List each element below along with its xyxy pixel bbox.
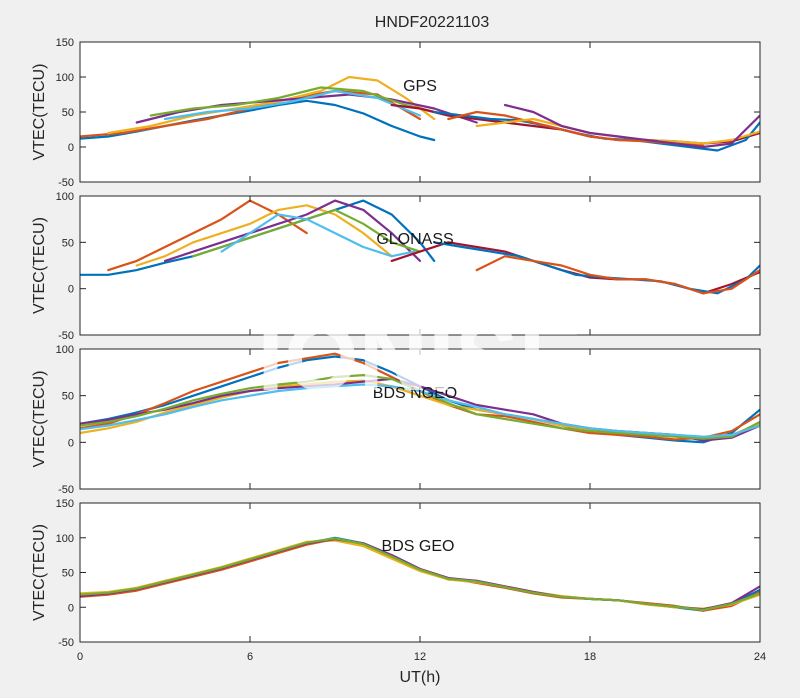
panel-background [80, 503, 760, 642]
y-axis-label: VTEC(TECU) [31, 524, 48, 621]
x-tick-label: 6 [247, 651, 253, 663]
panel-background [80, 196, 760, 335]
y-tick-label: 50 [62, 568, 74, 580]
series-line [220, 213, 416, 258]
y-tick-label: 150 [56, 37, 74, 49]
series-group [80, 536, 760, 612]
y-axis-label: VTEC(TECU) [31, 371, 48, 468]
watermark: IONISE [257, 304, 582, 411]
y-tick-label: 150 [56, 498, 74, 510]
y-tick-label: -50 [58, 484, 74, 496]
series-line [80, 537, 760, 612]
y-tick-label: 100 [56, 72, 74, 84]
series-group [80, 75, 760, 152]
panel-label: GLONASS [376, 231, 453, 248]
y-tick-label: 0 [68, 284, 74, 296]
panel-label: BDS NGEO [373, 385, 457, 402]
y-tick-label: 100 [56, 533, 74, 545]
y-tick-label: 50 [62, 107, 74, 119]
panel-1: -50 0 50 100 VTEC(TECU) GLONASS [31, 191, 761, 342]
y-axis-label: VTEC(TECU) [31, 64, 48, 161]
panel-0: -50 0 50 100 150 VTEC(TECU) GPS [31, 37, 761, 189]
series-line [135, 204, 393, 267]
panel-background [80, 349, 760, 489]
x-axis-label: UT(h) [400, 669, 441, 686]
series-line [163, 89, 422, 121]
y-tick-label: 100 [56, 191, 74, 203]
series-group [80, 199, 760, 295]
y-tick-label: -50 [58, 637, 74, 649]
panel-2: -50 0 50 100 VTEC(TECU) BDS NGEO [31, 344, 761, 496]
panel-background [80, 42, 760, 182]
series-line [163, 199, 422, 262]
y-tick-label: -50 [58, 177, 74, 189]
series-line [503, 103, 760, 149]
x-tick-label: 24 [754, 651, 766, 663]
x-tick-label: 12 [414, 651, 426, 663]
y-tick-label: 50 [62, 237, 74, 249]
x-tick-label: 18 [584, 651, 596, 663]
figure-title: HNDF20221103 [375, 14, 490, 31]
series-line [107, 75, 436, 135]
panel-label: BDS GEO [382, 538, 455, 555]
series-group [80, 352, 760, 444]
series-line [475, 255, 760, 295]
series-line [149, 86, 450, 117]
y-axis-label: VTEC(TECU) [31, 217, 48, 314]
y-tick-label: 0 [68, 602, 74, 614]
y-tick-label: 100 [56, 344, 74, 356]
y-tick-label: 0 [68, 437, 74, 449]
panel-label: GPS [403, 78, 437, 95]
y-tick-label: 0 [68, 142, 74, 154]
y-tick-label: 50 [62, 391, 74, 403]
series-line [80, 383, 760, 438]
y-tick-label: -50 [58, 330, 74, 342]
x-tick-label: 0 [77, 651, 83, 663]
